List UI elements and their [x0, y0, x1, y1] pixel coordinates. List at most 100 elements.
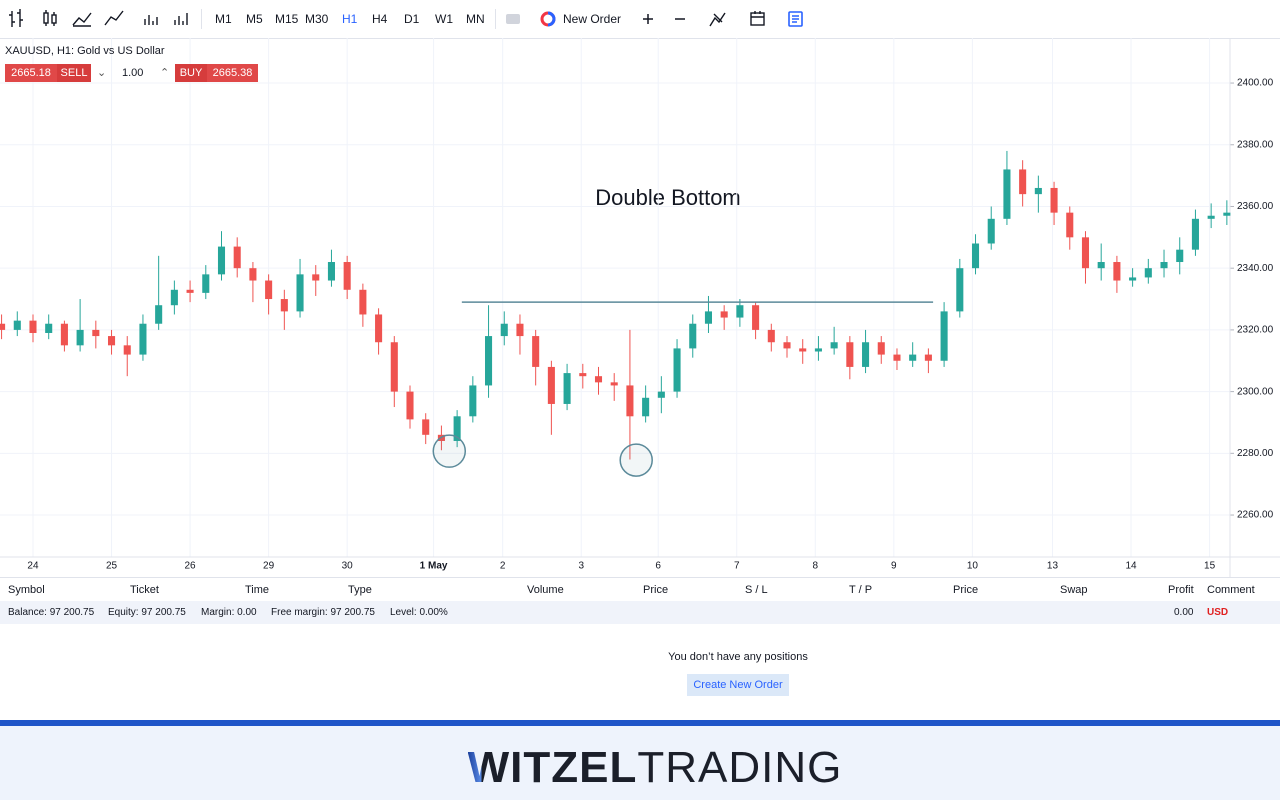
free-margin: Free margin: 97 200.75	[271, 607, 375, 618]
column-header: Ticket	[130, 584, 159, 596]
candle-body	[1207, 215, 1215, 219]
x-tick-label: 3	[578, 561, 584, 572]
level: Level: 0.00%	[390, 607, 448, 618]
candle-body	[1097, 262, 1105, 269]
chart-title: XAUUSD, H1: Gold vs US Dollar	[5, 45, 165, 57]
volume-down[interactable]: ⌄	[97, 67, 107, 79]
buy-button[interactable]: BUY	[175, 64, 207, 82]
candle-body	[422, 419, 430, 435]
candle-body	[92, 329, 100, 337]
column-header: Type	[348, 584, 372, 596]
x-tick-label: 8	[813, 561, 819, 572]
x-tick-label: 9	[891, 561, 897, 572]
x-tick-label: 13	[1047, 561, 1059, 572]
x-tick-label: 1 May	[420, 561, 448, 572]
x-tick-label: 25	[106, 561, 118, 572]
candle-body	[689, 323, 697, 349]
candle-body	[233, 246, 241, 269]
y-tick-label: 2340.00	[1237, 263, 1274, 274]
candle-body	[155, 305, 163, 324]
candle-body	[406, 391, 414, 420]
candle-body	[485, 336, 493, 386]
candle-body	[296, 274, 304, 312]
candle-body	[1113, 262, 1121, 281]
margin: Margin: 0.00	[201, 607, 257, 618]
buy-price[interactable]: 2665.38	[207, 64, 258, 82]
timeframe[interactable]: M15	[275, 12, 299, 26]
column-header: Volume	[527, 584, 564, 596]
column-header: Profit	[1168, 584, 1194, 596]
candle-body	[312, 274, 320, 281]
chart: Double Bottom 2260.00 2280.00 2300.00 2320.…	[0, 38, 1280, 577]
candle-body	[469, 385, 477, 417]
divider	[0, 577, 1280, 578]
candle-body	[1081, 237, 1090, 269]
candle-body	[45, 323, 53, 333]
candle-body	[453, 416, 461, 441]
column-header: Comment	[1207, 584, 1255, 596]
candle-body	[0, 323, 6, 330]
x-tick-label: 30	[342, 561, 354, 572]
candle-body	[1034, 187, 1042, 195]
candle-body	[862, 342, 870, 367]
volume[interactable]: 1.00	[122, 67, 144, 79]
y-tick-label: 2360.00	[1237, 201, 1274, 212]
timeframe[interactable]: M1	[215, 12, 232, 26]
candle-body	[1176, 249, 1184, 263]
candle-body	[799, 348, 807, 352]
candle-body	[1144, 268, 1152, 278]
candle-body	[375, 314, 383, 343]
candle-body	[642, 397, 650, 417]
x-tick-label: 7	[734, 561, 740, 572]
timeframe[interactable]: MN	[466, 12, 485, 26]
toolbar-icons	[9, 9, 188, 27]
candle-body	[1003, 169, 1011, 219]
candle-body	[202, 274, 210, 293]
candle-body	[76, 329, 84, 346]
timeframe[interactable]: H1	[342, 12, 358, 26]
logo-light: TRADING	[637, 743, 843, 792]
sell-button[interactable]: SELL	[57, 64, 91, 82]
candle-body	[500, 323, 508, 337]
column-header: Swap	[1060, 584, 1088, 596]
bottom-marker	[619, 443, 653, 477]
candle-body	[1160, 262, 1168, 269]
sell-price[interactable]: 2665.18	[5, 64, 57, 82]
balance: Balance: 97 200.75	[8, 607, 95, 618]
column-header: T / P	[849, 584, 873, 596]
candle-body	[1019, 169, 1027, 195]
column-header: Symbol	[8, 584, 45, 596]
timeframe[interactable]: W1	[435, 12, 453, 26]
candle-body	[1223, 212, 1231, 216]
trade-panel: 2665.18 SELL ⌄ 1.00 ⌃ BUY 2665.38	[5, 64, 258, 82]
logo-bold: WITZEL	[467, 743, 638, 792]
toolbar: M1 M5 M15 M30 H1 H4 D1 W1 MN New Order	[0, 0, 1280, 39]
timeframe[interactable]: M5	[246, 12, 263, 26]
timeframe[interactable]: D1	[404, 12, 420, 26]
candle-body	[940, 311, 948, 361]
x-tick-label: 2	[500, 561, 506, 572]
timeframe[interactable]: H4	[372, 12, 388, 26]
balance-row	[0, 601, 1280, 624]
candle-body	[249, 268, 257, 281]
timeframe[interactable]: M30	[305, 12, 329, 26]
create-order-button[interactable]: Create New Order	[687, 674, 789, 696]
column-header: S / L	[745, 584, 768, 596]
candle-body	[1066, 212, 1074, 238]
candle-body	[924, 354, 932, 361]
y-tick-label: 2280.00	[1237, 448, 1274, 459]
candle-body	[736, 305, 744, 318]
candle-body	[893, 354, 901, 361]
candle-body	[579, 373, 587, 377]
candle-body	[265, 280, 273, 300]
candle-body	[626, 385, 634, 417]
candle-body	[814, 348, 822, 352]
new-order-button[interactable]: New Order	[563, 12, 622, 26]
volume-up[interactable]: ⌃	[160, 67, 170, 79]
toolbar-icons	[506, 11, 803, 27]
y-tick-label: 2260.00	[1237, 510, 1274, 521]
separator	[201, 9, 202, 29]
candle-body	[720, 311, 728, 318]
y-tick-label: 2400.00	[1237, 78, 1274, 89]
